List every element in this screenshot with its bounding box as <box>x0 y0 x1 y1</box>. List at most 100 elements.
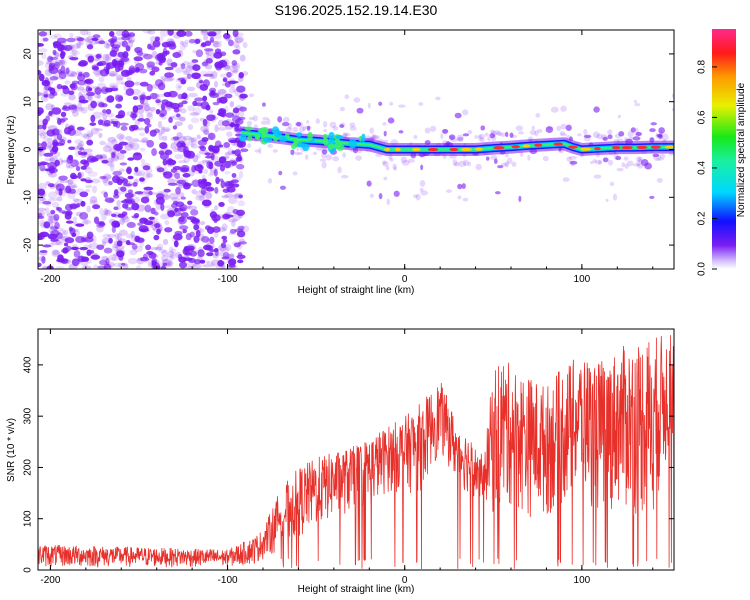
heatmap-noise-blob <box>47 183 55 188</box>
heatmap-noise-blob <box>48 110 53 116</box>
heatmap-noise-blob <box>41 256 46 264</box>
heatmap-scatter-blob <box>332 126 339 131</box>
heatmap-noise-blob <box>167 182 178 186</box>
heatmap-noise-blob <box>38 219 46 227</box>
heatmap-noise-blob <box>47 137 53 143</box>
heatmap-y-tick-label: 10 <box>23 96 34 108</box>
heatmap-noise-blob <box>49 76 59 81</box>
ridge-blob <box>239 133 247 142</box>
heatmap-noise-blob <box>168 117 173 123</box>
heatmap-noise-blob <box>233 40 240 49</box>
heatmap-scatter-blob <box>609 181 615 187</box>
heatmap-noise-blob <box>88 91 96 96</box>
heatmap-noise-blob <box>43 94 49 98</box>
heatmap-noise-blob <box>94 87 102 95</box>
heatmap-noise-blob <box>146 62 154 68</box>
heatmap-scatter-blob <box>386 198 391 206</box>
heatmap-noise-blob <box>62 105 68 110</box>
heatmap-noise-blob <box>225 112 235 118</box>
heatmap-noise-blob <box>218 64 226 69</box>
heatmap-noise-blob <box>210 262 215 268</box>
colorbar-tick-label: 0.4 <box>697 161 708 175</box>
heatmap-scatter-blob <box>462 109 469 116</box>
heatmap-noise-blob <box>139 81 149 87</box>
heatmap-noise-blob <box>70 71 78 78</box>
heatmap-noise-blob <box>111 256 119 262</box>
heatmap-noise-blob <box>213 205 219 211</box>
heatmap-noise-blob <box>132 152 143 161</box>
heatmap-noise-blob <box>130 142 140 151</box>
heatmap-noise-blob <box>118 238 127 244</box>
heatmap-noise-blob <box>118 262 124 268</box>
heatmap-scatter-blob <box>529 129 537 136</box>
heatmap-noise-blob <box>38 91 43 97</box>
heatmap-noise-blob <box>76 37 85 42</box>
heatmap-noise-blob <box>121 215 130 223</box>
heatmap-noise-blob <box>116 152 125 161</box>
snr-x-tick-label: -100 <box>218 575 238 586</box>
heatmap-scatter-blob <box>629 136 635 141</box>
heatmap-noise-blob <box>48 147 54 151</box>
heatmap-noise-blob <box>101 241 106 247</box>
heatmap-scatter-blob <box>461 183 466 190</box>
heatmap-noise-blob <box>99 175 107 180</box>
heatmap-scatter-blob <box>258 147 262 155</box>
heatmap-noise-blob <box>118 168 125 173</box>
heatmap-noise-blob <box>172 125 178 130</box>
heatmap-noise-blob <box>184 39 189 45</box>
heatmap-noise-blob <box>174 230 183 236</box>
heatmap-noise-blob <box>92 264 99 269</box>
heatmap-noise-blob <box>53 128 63 135</box>
heatmap-scatter-blob <box>369 127 374 134</box>
heatmap-scatter-blob <box>339 106 346 112</box>
heatmap-noise-blob <box>178 160 187 164</box>
heatmap-noise-blob <box>58 175 68 181</box>
heatmap-scatter-blob <box>279 185 286 190</box>
heatmap-scatter-blob <box>283 116 290 123</box>
heatmap-noise-blob <box>175 186 181 195</box>
heatmap-noise-blob <box>223 160 232 169</box>
heatmap-noise-blob <box>154 53 165 62</box>
heatmap-noise-blob <box>202 95 208 102</box>
heatmap-scatter-blob <box>452 159 458 167</box>
heatmap-noise-blob <box>202 118 208 127</box>
heatmap-scatter-blob <box>649 136 655 141</box>
heatmap-noise-blob <box>73 250 81 258</box>
heatmap-noise-blob <box>128 39 135 43</box>
heatmap-noise-blob <box>172 233 183 241</box>
heatmap-noise-blob <box>177 77 185 81</box>
heatmap-noise-blob <box>49 93 58 97</box>
heatmap-noise-blob <box>105 174 112 180</box>
heatmap-noise-blob <box>69 204 80 209</box>
heatmap-noise-blob <box>199 80 204 84</box>
heatmap-scatter-blob <box>623 156 629 161</box>
heatmap-noise-blob <box>179 40 185 46</box>
heatmap-scatter-blob <box>627 130 634 138</box>
heatmap-noise-blob <box>134 191 144 195</box>
heatmap-scatter-blob <box>267 178 273 184</box>
heatmap-noise-blob <box>149 218 156 227</box>
heatmap-scatter-blob <box>247 143 252 149</box>
heatmap-noise-blob <box>52 86 62 93</box>
heatmap-noise-blob <box>194 249 204 254</box>
heatmap-noise-blob <box>172 136 180 141</box>
ridge-hotspot <box>579 147 592 151</box>
heatmap-noise-blob <box>156 228 161 235</box>
heatmap-noise-blob <box>43 221 51 229</box>
heatmap-noise-blob <box>90 100 98 109</box>
heatmap-noise-blob <box>98 102 105 108</box>
heatmap-noise-blob <box>146 139 155 148</box>
heatmap-noise-blob <box>161 259 170 263</box>
heatmap-noise-blob <box>131 202 140 211</box>
heatmap-noise-blob <box>206 226 215 235</box>
heatmap-noise-blob <box>242 41 248 49</box>
heatmap-noise-blob <box>75 165 81 172</box>
heatmap-noise-blob <box>104 209 112 216</box>
heatmap-noise-blob <box>48 236 54 240</box>
heatmap-noise-blob <box>224 243 232 252</box>
heatmap-noise-blob <box>199 84 209 91</box>
heatmap-noise-blob <box>136 257 144 265</box>
heatmap-noise-blob <box>188 38 196 44</box>
heatmap-noise-blob <box>66 156 74 164</box>
heatmap-noise-blob <box>72 216 78 222</box>
